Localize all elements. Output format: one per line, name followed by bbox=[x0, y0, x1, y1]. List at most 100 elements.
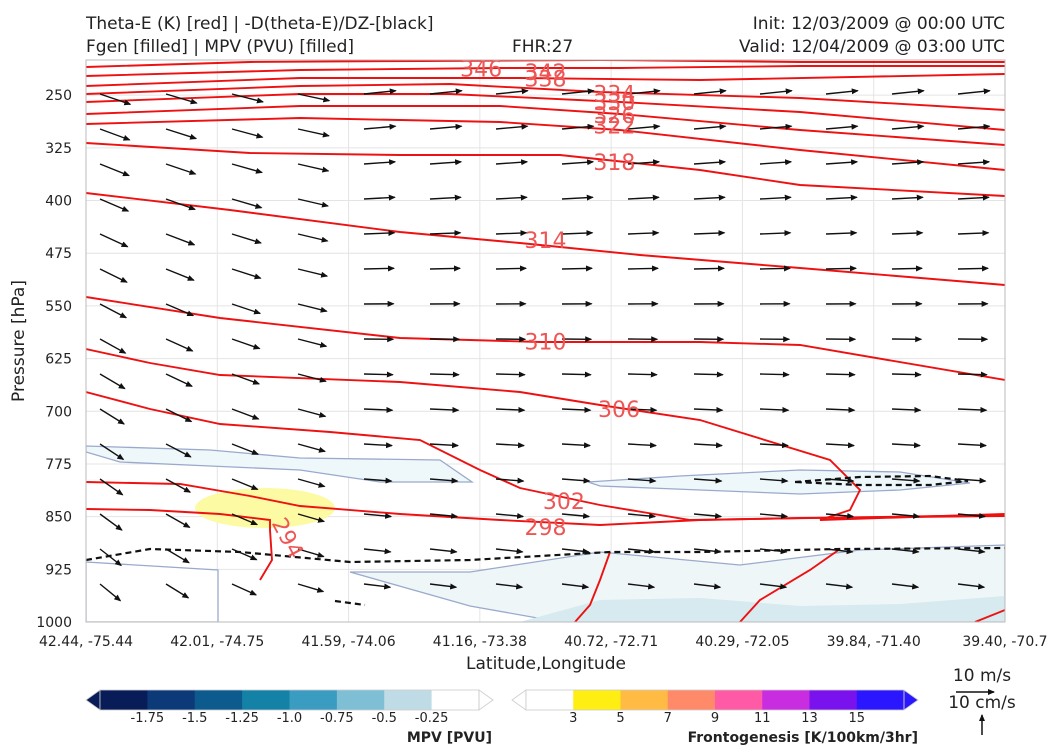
wind-vector bbox=[495, 548, 524, 555]
y-tick-label: 325 bbox=[45, 141, 72, 157]
wind-vector bbox=[99, 163, 130, 177]
wind-vector bbox=[99, 268, 128, 283]
y-tick-label: 475 bbox=[45, 246, 72, 262]
wind-vector bbox=[297, 513, 326, 523]
wind-vector bbox=[297, 548, 325, 558]
x-tick-label: 39.40, -70.7 bbox=[962, 634, 1047, 650]
wind-vector bbox=[561, 88, 595, 95]
wind-vector bbox=[99, 128, 131, 141]
init-time: Init: 12/03/2009 @ 00:00 UTC bbox=[752, 14, 1005, 34]
valid-time: Valid: 12/04/2009 @ 03:00 UTC bbox=[739, 37, 1005, 57]
wind-vector bbox=[231, 338, 261, 350]
wind-vector bbox=[561, 512, 591, 519]
mpv-region-low-right bbox=[587, 469, 971, 495]
wind-vector bbox=[363, 442, 393, 449]
wind-vector bbox=[825, 583, 854, 590]
wind-vector bbox=[363, 265, 395, 272]
wind-vector bbox=[429, 548, 458, 555]
colorbar-extend-low bbox=[85, 689, 101, 711]
wind-vector bbox=[297, 478, 326, 488]
theta-e-contour bbox=[86, 83, 1005, 111]
wind-vector bbox=[363, 194, 396, 201]
colorbar-tick-label: -1.75 bbox=[131, 711, 165, 726]
wind-vector bbox=[627, 442, 657, 449]
wind-vector bbox=[627, 123, 661, 130]
wind-vector bbox=[99, 338, 127, 354]
colorbar-tick-label: -1.0 bbox=[277, 711, 302, 726]
x-tick-label: 41.16, -73.38 bbox=[433, 634, 527, 650]
wind-vector bbox=[957, 371, 988, 378]
theta-e-contour-label: 322 bbox=[593, 114, 635, 139]
stability-contour-small bbox=[334, 599, 366, 607]
wind-vector bbox=[957, 123, 991, 130]
wind-vector bbox=[561, 230, 594, 237]
colorbar-swatch bbox=[147, 690, 196, 710]
wind-vector bbox=[957, 477, 987, 484]
colorbar-tick-label: 5 bbox=[616, 711, 624, 726]
wind-vector bbox=[891, 371, 922, 378]
wind-vector bbox=[957, 512, 987, 519]
wind-vector bbox=[759, 371, 790, 378]
wind-vector bbox=[825, 548, 854, 555]
wind-vector bbox=[165, 513, 191, 529]
wind-vector bbox=[891, 406, 922, 413]
wind-vector bbox=[165, 338, 194, 352]
wind-vector bbox=[231, 198, 263, 209]
wind-vector bbox=[231, 443, 260, 455]
wind-vector bbox=[825, 88, 859, 95]
stability-contour-right bbox=[794, 474, 969, 487]
colorbar-swatch bbox=[289, 690, 338, 710]
wind-vector bbox=[297, 443, 326, 453]
wind-vector bbox=[693, 406, 724, 413]
x-axis-label: Latitude,Longitude bbox=[466, 654, 626, 674]
wind-vector bbox=[627, 512, 657, 519]
colorbar-swatch bbox=[856, 690, 905, 710]
wind-vector bbox=[759, 512, 789, 519]
colorbar-tick-label: 15 bbox=[848, 711, 865, 726]
wind-vector bbox=[825, 159, 859, 166]
wind-vector bbox=[429, 123, 463, 130]
colorbar-swatch bbox=[431, 690, 480, 710]
wind-vector bbox=[891, 265, 923, 272]
wind-vector bbox=[825, 123, 859, 130]
wind-vector bbox=[759, 123, 793, 130]
y-axis-label: Pressure [hPa] bbox=[9, 280, 29, 402]
wind-vector bbox=[693, 442, 723, 449]
x-axis-ticks: 42.44, -75.44 42.01, -74.75 41.59, -74.06 4… bbox=[39, 634, 1048, 650]
wind-vector bbox=[957, 406, 988, 413]
wind-vector bbox=[759, 88, 793, 95]
colorbar-tick-label: 3 bbox=[569, 711, 577, 726]
colorbar-frame bbox=[99, 689, 480, 711]
wind-vector bbox=[363, 159, 397, 166]
wind-vector bbox=[363, 88, 397, 95]
colorbar-swatch bbox=[526, 690, 574, 710]
wind-vector bbox=[759, 548, 788, 555]
theta-e-contour-label: 298 bbox=[525, 516, 567, 541]
wind-vector bbox=[891, 583, 920, 590]
wind-vector bbox=[99, 513, 123, 531]
fhr-label: FHR:27 bbox=[512, 37, 574, 57]
wind-vector bbox=[561, 123, 595, 130]
wind-key-w-label: 10 cm/s bbox=[948, 693, 1016, 713]
mpv-region-low-left bbox=[86, 445, 475, 483]
wind-vector bbox=[825, 442, 855, 449]
wind-vector bbox=[495, 477, 525, 484]
theta-e-contour bbox=[86, 296, 1005, 381]
wind-key-u-label: 10 m/s bbox=[953, 666, 1011, 686]
colorbar-swatch bbox=[194, 690, 243, 710]
y-tick-label: 400 bbox=[45, 194, 72, 210]
mpv-region-surface-inner bbox=[520, 596, 1005, 622]
theta-e-contour bbox=[86, 105, 1005, 146]
wind-vector bbox=[363, 123, 397, 130]
colorbar-swatch bbox=[715, 690, 763, 710]
wind-vector bbox=[231, 513, 259, 526]
fgen-colorbar: 3 5 7 9 11 13 15 bbox=[511, 689, 919, 726]
theta-e-contour-label: 342 bbox=[525, 61, 567, 86]
colorbar-tick-label: 9 bbox=[711, 711, 719, 726]
wind-vector bbox=[363, 371, 394, 378]
wind-vector bbox=[297, 583, 325, 593]
colorbar-tick-label: -0.25 bbox=[415, 711, 449, 726]
wind-vector bbox=[759, 442, 789, 449]
y-tick-label: 925 bbox=[45, 562, 72, 578]
colorbar-extend-high bbox=[903, 689, 919, 711]
